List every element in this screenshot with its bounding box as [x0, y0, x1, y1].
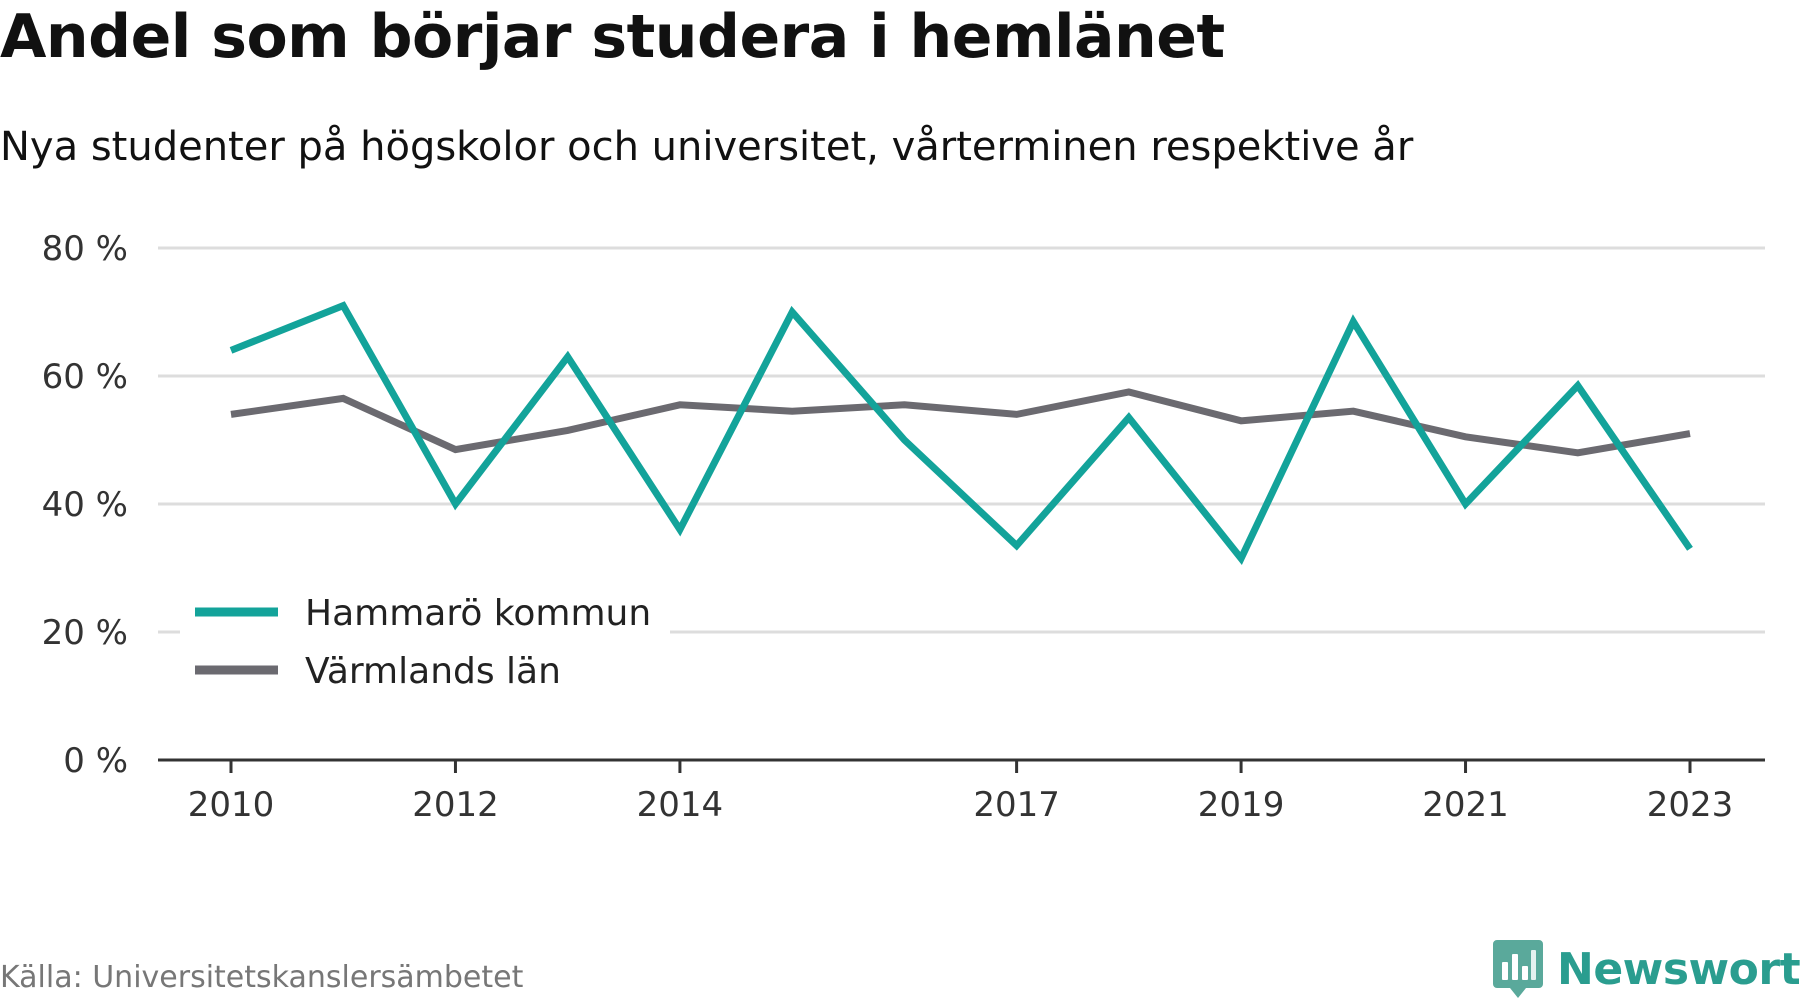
newsworthy-logo-icon [1493, 940, 1543, 998]
x-tick-label: 2012 [412, 785, 499, 825]
legend-label: Hammarö kommun [305, 593, 651, 634]
legend-background [180, 574, 670, 724]
y-tick-label: 0 % [63, 741, 128, 781]
x-tick-label: 2014 [637, 785, 724, 825]
x-axis: 2010 2012 2014 2017 2019 2021 2023 [158, 758, 1765, 825]
series-line [230, 388, 1691, 457]
y-tick-label: 60 % [42, 357, 128, 397]
x-tick-label: 2017 [973, 785, 1060, 825]
source-note: Källa: Universitetskanslersämbetet [0, 960, 524, 995]
x-tick-label: 2010 [188, 785, 275, 825]
brand-name: Newsworthy [1557, 943, 1800, 995]
series-lines [229, 301, 1693, 565]
x-tick-label: 2021 [1422, 785, 1509, 825]
chart-subtitle: Nya studenter på högskolor och universit… [0, 124, 1414, 170]
brand-logo: Newsworthy [1493, 940, 1800, 998]
series-line [229, 301, 1693, 565]
y-tick-label: 80 % [42, 229, 128, 269]
x-tick-label: 2019 [1198, 785, 1285, 825]
y-tick-label: 20 % [42, 613, 128, 653]
y-axis-ticks: 0 % 20 % 40 % 60 % 80 % [42, 229, 128, 781]
chart-title: Andel som börjar studera i hemlänet [0, 2, 1225, 72]
x-tick-label: 2023 [1647, 785, 1734, 825]
legend-label: Värmlands län [305, 651, 561, 692]
y-tick-label: 40 % [42, 485, 128, 525]
legend: Hammarö kommun Värmlands län [180, 574, 670, 724]
